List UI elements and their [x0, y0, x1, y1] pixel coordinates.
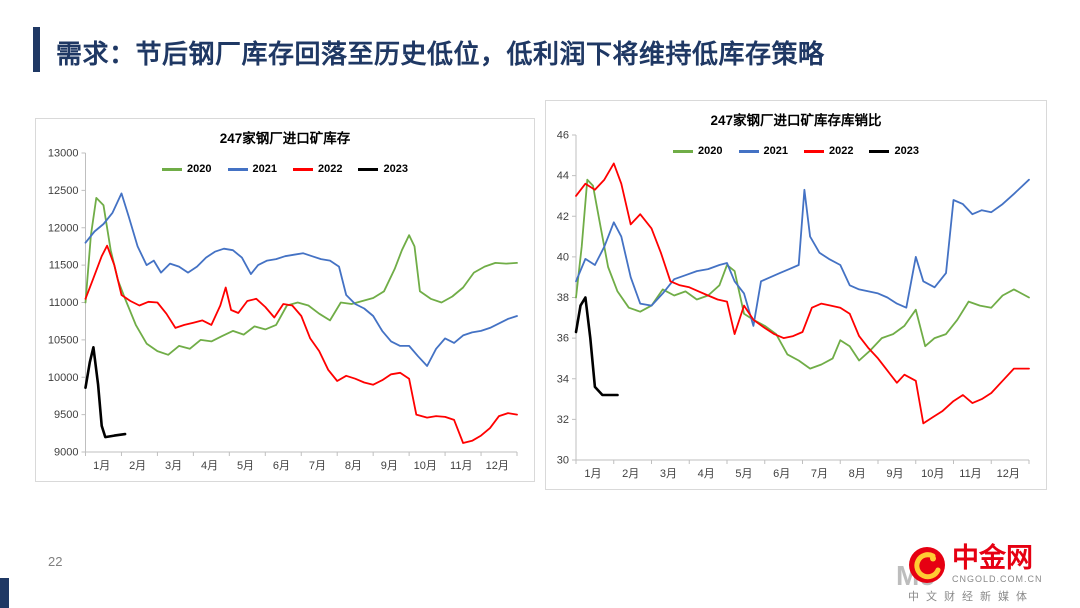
svg-text:12月: 12月 [486, 460, 509, 472]
svg-text:30: 30 [557, 455, 569, 467]
legend-label-2023: 2023 [894, 145, 919, 157]
svg-text:38: 38 [557, 292, 569, 304]
svg-text:46: 46 [557, 130, 569, 142]
chart-legend: 2020 2021 2022 2023 [546, 145, 1046, 157]
svg-text:8月: 8月 [849, 468, 866, 480]
legend-swatch-2023 [358, 167, 379, 171]
svg-text:9000: 9000 [54, 447, 78, 459]
svg-text:6月: 6月 [273, 460, 290, 472]
chart-plot: 9000 9500 10000 10500 11000 11500 12000 12500 13… [48, 148, 518, 472]
cngold-logo-icon [909, 546, 945, 583]
svg-text:2月: 2月 [129, 460, 146, 472]
svg-text:10月: 10月 [921, 468, 944, 480]
svg-text:36: 36 [557, 333, 569, 345]
svg-text:32: 32 [557, 414, 569, 426]
footer-logo: 中金网 CNGOLD.COM.CN 中文财经新媒体 [908, 545, 1073, 604]
svg-text:9月: 9月 [886, 468, 903, 480]
svg-text:11月: 11月 [959, 468, 981, 480]
svg-text:10000: 10000 [48, 372, 79, 384]
svg-text:10500: 10500 [48, 334, 79, 346]
chart-plot: 30 32 34 36 38 40 42 44 46 1月 2月 3月 4月 5月 6月 7月 8月 9月 10月 1… [557, 130, 1030, 480]
chart-plot-area: 30 32 34 36 38 40 42 44 46 1月 2月 3月 4月 5月 6月 7月 8月 9月 10月 1… [549, 127, 1043, 486]
svg-text:5月: 5月 [735, 468, 752, 480]
svg-text:10月: 10月 [414, 460, 437, 472]
legend-item-2023: 2023 [869, 145, 919, 157]
svg-text:2月: 2月 [622, 468, 639, 480]
svg-text:12月: 12月 [997, 468, 1020, 480]
series-line-2020 [575, 178, 1030, 370]
series-line-2021 [84, 192, 518, 367]
svg-text:3月: 3月 [165, 460, 182, 472]
svg-text:44: 44 [557, 170, 569, 182]
series-line-2021 [575, 178, 1030, 327]
series-line-2022 [575, 162, 1030, 425]
chart-inventory: 247家钢厂进口矿库存 2020 2021 2022 2023 9000 9500 100… [35, 118, 535, 482]
legend-label-2021: 2021 [763, 145, 788, 157]
series-line-2020 [84, 197, 518, 356]
legend-label-2021: 2021 [252, 163, 277, 175]
page-title: 需求：节后钢厂库存回落至历史低位，低利润下将维持低库存策略 [56, 39, 825, 69]
svg-text:12500: 12500 [48, 185, 79, 197]
svg-text:4月: 4月 [698, 468, 715, 480]
legend-swatch-2021 [227, 167, 248, 171]
series-line-2023 [574, 296, 619, 397]
legend-swatch-2020 [673, 149, 694, 153]
legend-swatch-2023 [869, 149, 890, 153]
svg-text:4月: 4月 [201, 460, 218, 472]
logo-brand: 中金网 [952, 543, 1033, 573]
logo-tagline: 中文财经新媒体 [908, 591, 1034, 603]
svg-text:11月: 11月 [450, 460, 472, 472]
legend-swatch-2022 [804, 149, 824, 153]
svg-text:3月: 3月 [660, 468, 677, 480]
svg-text:11500: 11500 [49, 260, 79, 272]
legend-item-2021: 2021 [738, 145, 788, 157]
svg-text:40: 40 [557, 251, 569, 263]
chart-ratio: 247家钢厂进口矿库存库销比 2020 2021 2022 2023 30 32 34 36… [545, 100, 1047, 490]
chart-title-ratio: 247家钢厂进口矿库存库销比 [710, 113, 882, 128]
svg-text:7月: 7月 [309, 460, 326, 472]
legend-item-2022: 2022 [293, 163, 342, 175]
legend-label-2023: 2023 [383, 163, 408, 175]
svg-text:42: 42 [557, 211, 569, 223]
svg-text:1月: 1月 [93, 460, 110, 472]
svg-text:6月: 6月 [773, 468, 790, 480]
chart-legend: 2020 2021 2022 2023 [36, 163, 534, 175]
svg-text:1月: 1月 [584, 468, 601, 480]
legend-item-2023: 2023 [358, 163, 408, 175]
chart-title-inventory: 247家钢厂进口矿库存 [219, 131, 351, 146]
svg-text:12000: 12000 [48, 222, 79, 234]
chart-plot-area: 9000 9500 10000 10500 11000 11500 12000 12500 13… [39, 145, 531, 478]
series-line-2022 [84, 244, 518, 444]
svg-text:13000: 13000 [48, 148, 79, 160]
title-accent-bar [33, 27, 40, 72]
legend-swatch-2021 [738, 149, 759, 153]
legend-label-2022: 2022 [829, 145, 854, 157]
legend-item-2022: 2022 [804, 145, 853, 157]
legend-label-2020: 2020 [698, 145, 723, 157]
legend-swatch-2022 [293, 167, 313, 171]
series-line-2023 [84, 346, 127, 439]
svg-text:11000: 11000 [49, 297, 79, 309]
svg-text:7月: 7月 [811, 468, 828, 480]
corner-accent-bar [0, 578, 9, 608]
legend-item-2021: 2021 [227, 163, 277, 175]
svg-text:9月: 9月 [381, 460, 398, 472]
svg-text:34: 34 [557, 373, 569, 385]
svg-text:8月: 8月 [345, 460, 362, 472]
logo-domain: CNGOLD.COM.CN [952, 574, 1043, 584]
svg-text:9500: 9500 [54, 409, 78, 421]
legend-label-2020: 2020 [187, 163, 212, 175]
legend-item-2020: 2020 [162, 163, 212, 175]
svg-text:5月: 5月 [237, 460, 254, 472]
logo-text-block: 中金网 CNGOLD.COM.CN [952, 543, 1043, 585]
legend-label-2022: 2022 [318, 163, 343, 175]
page-number: 22 [48, 554, 63, 569]
legend-item-2020: 2020 [673, 145, 723, 157]
legend-swatch-2020 [162, 167, 183, 171]
